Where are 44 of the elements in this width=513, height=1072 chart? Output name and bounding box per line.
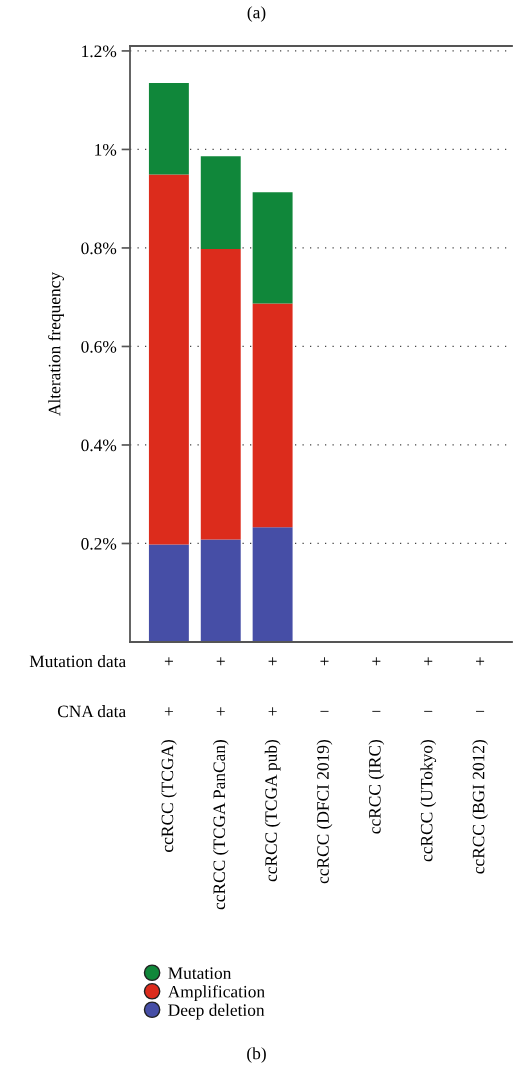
- x-tick-label: ccRCC (UTokyo): [420, 739, 437, 862]
- x-tick-label: ccRCC (TCGA): [161, 739, 177, 852]
- legend-label: Deep deletion: [168, 1003, 265, 1020]
- bar: [148, 174, 189, 545]
- y-tick-label: 0.6%: [81, 340, 117, 353]
- text: +: [164, 707, 173, 716]
- x-tick-label: ccRCC (TCGA PanCan): [212, 739, 229, 910]
- bar: [252, 527, 293, 642]
- y-tick-label: 0.2%: [81, 537, 117, 550]
- bar: [200, 539, 241, 642]
- y-tick-label: 0.8%: [81, 242, 117, 255]
- x-tick-label: ccRCC (IRC): [368, 739, 385, 834]
- x-tick-label: ccRCC (BGI 2012): [472, 739, 488, 874]
- text: +: [372, 657, 381, 666]
- x-tick-label: ccRCC (TCGA pub): [264, 739, 281, 882]
- y-tick-label: 1%: [95, 143, 117, 156]
- text: +: [216, 657, 225, 666]
- text: +: [424, 657, 433, 666]
- text: +: [164, 657, 173, 666]
- x-tick-label: ccRCC (DFCI 2019): [316, 739, 333, 884]
- bar: [252, 303, 293, 528]
- bar: [252, 192, 293, 304]
- legend-label: Amplification: [167, 985, 265, 1002]
- y-tick-label: 1.2%: [82, 45, 117, 58]
- bar: [200, 156, 241, 249]
- text: +: [268, 657, 277, 666]
- y-axis-title: Alteration frequency: [48, 272, 64, 416]
- legend-label: Mutation: [168, 967, 232, 979]
- chart-title: (a): [247, 6, 266, 22]
- bar: [148, 82, 189, 175]
- y-tick-label: 0.4%: [81, 439, 117, 452]
- text: Mutation data: [29, 654, 126, 668]
- text: −: [424, 710, 433, 712]
- text: +: [476, 657, 485, 666]
- text: −: [476, 710, 485, 712]
- text: +: [320, 657, 329, 666]
- text: −: [372, 710, 381, 712]
- text: −: [320, 710, 329, 712]
- text: +: [268, 707, 277, 716]
- bar: [200, 248, 241, 540]
- text: CNA data: [57, 705, 126, 718]
- text: +: [216, 707, 225, 716]
- text: (b): [247, 1047, 266, 1063]
- bar: [148, 544, 189, 642]
